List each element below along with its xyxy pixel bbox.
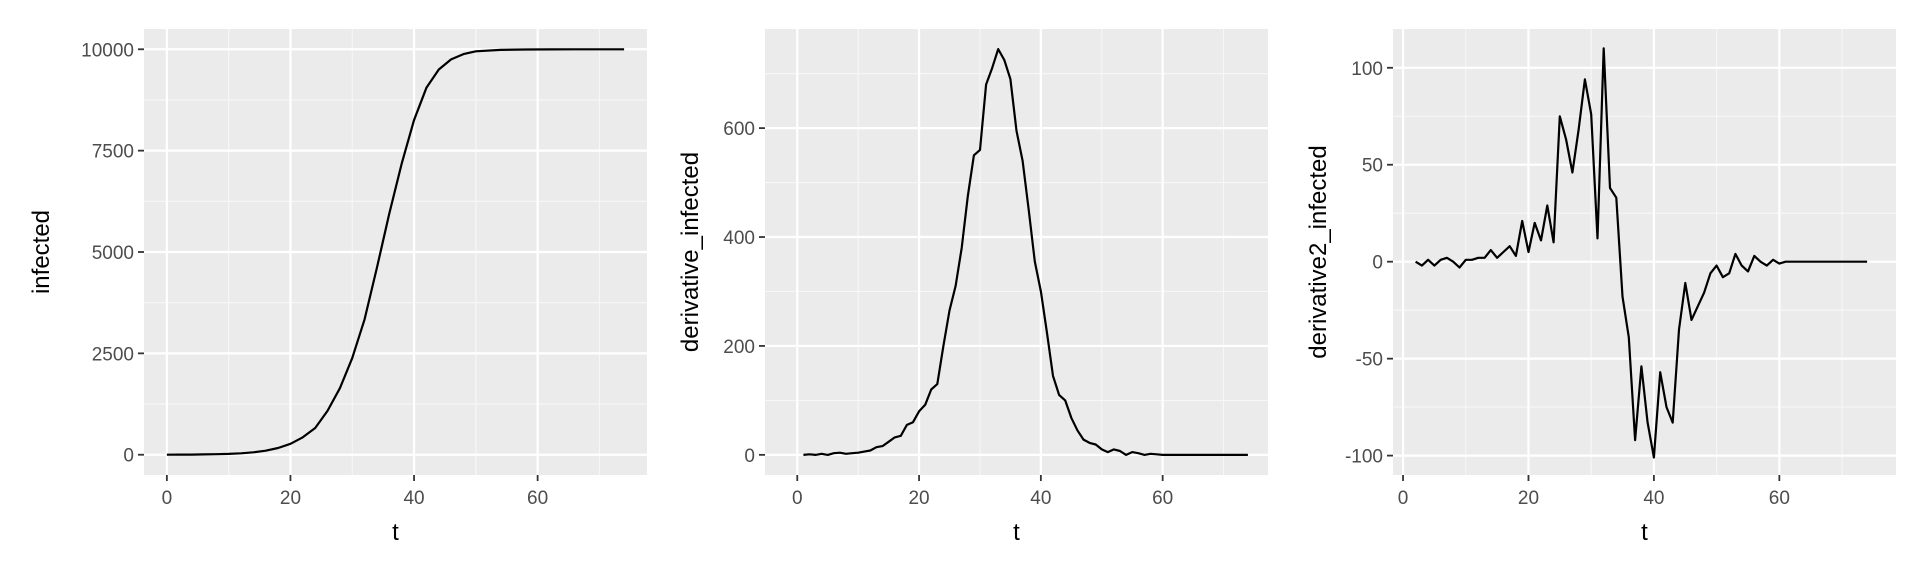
y-tick-label: -100 <box>1345 447 1383 468</box>
x-axis-title: t <box>392 519 399 546</box>
y-tick-label: 5000 <box>92 243 134 264</box>
series-line <box>166 48 625 456</box>
y-tick-label: 400 <box>723 228 755 249</box>
y-tick-label: 0 <box>123 446 134 467</box>
y-tick-label: -50 <box>1356 350 1383 371</box>
x-tick-label: 60 <box>527 488 548 509</box>
chart-panel-infected: 0 20 40 60 0 2500 5000 7500 10000 t infected <box>28 29 647 546</box>
y-axis-title: derivative_infected <box>677 152 704 352</box>
x-tick-label: 0 <box>162 488 173 509</box>
x-tick-label: 60 <box>1769 488 1790 509</box>
x-tick-label: 20 <box>1518 488 1539 509</box>
y-tick-label: 7500 <box>92 142 134 163</box>
series-line <box>1415 47 1868 459</box>
y-tick-label: 600 <box>723 119 755 140</box>
x-axis-title: t <box>1013 519 1020 546</box>
y-axis-title: derivative2_infected <box>1305 145 1332 358</box>
y-tick-label: 2500 <box>92 344 134 365</box>
y-tick-label: 200 <box>723 337 755 358</box>
chart-panel-derivative2-infected: 0 20 40 60 -100 -50 0 50 100 t derivative2_infecte… <box>1305 29 1896 546</box>
y-tick-label: 0 <box>1372 253 1383 274</box>
x-tick-label: 40 <box>403 488 424 509</box>
x-tick-label: 40 <box>1030 488 1051 509</box>
y-tick-label: 50 <box>1362 156 1383 177</box>
y-tick-label: 0 <box>744 446 755 467</box>
x-tick-label: 40 <box>1643 488 1664 509</box>
x-tick-label: 60 <box>1152 488 1173 509</box>
y-tick-label: 10000 <box>81 40 134 61</box>
panel-background <box>765 29 1268 475</box>
y-tick-label: 100 <box>1351 59 1383 80</box>
series-line <box>803 47 1248 456</box>
x-tick-label: 20 <box>908 488 929 509</box>
x-tick-label: 0 <box>792 488 803 509</box>
panel-background <box>1393 29 1896 475</box>
x-tick-label: 20 <box>280 488 301 509</box>
y-axis-title: infected <box>28 210 55 294</box>
x-tick-label: 0 <box>1398 488 1409 509</box>
x-axis-title: t <box>1641 519 1648 546</box>
